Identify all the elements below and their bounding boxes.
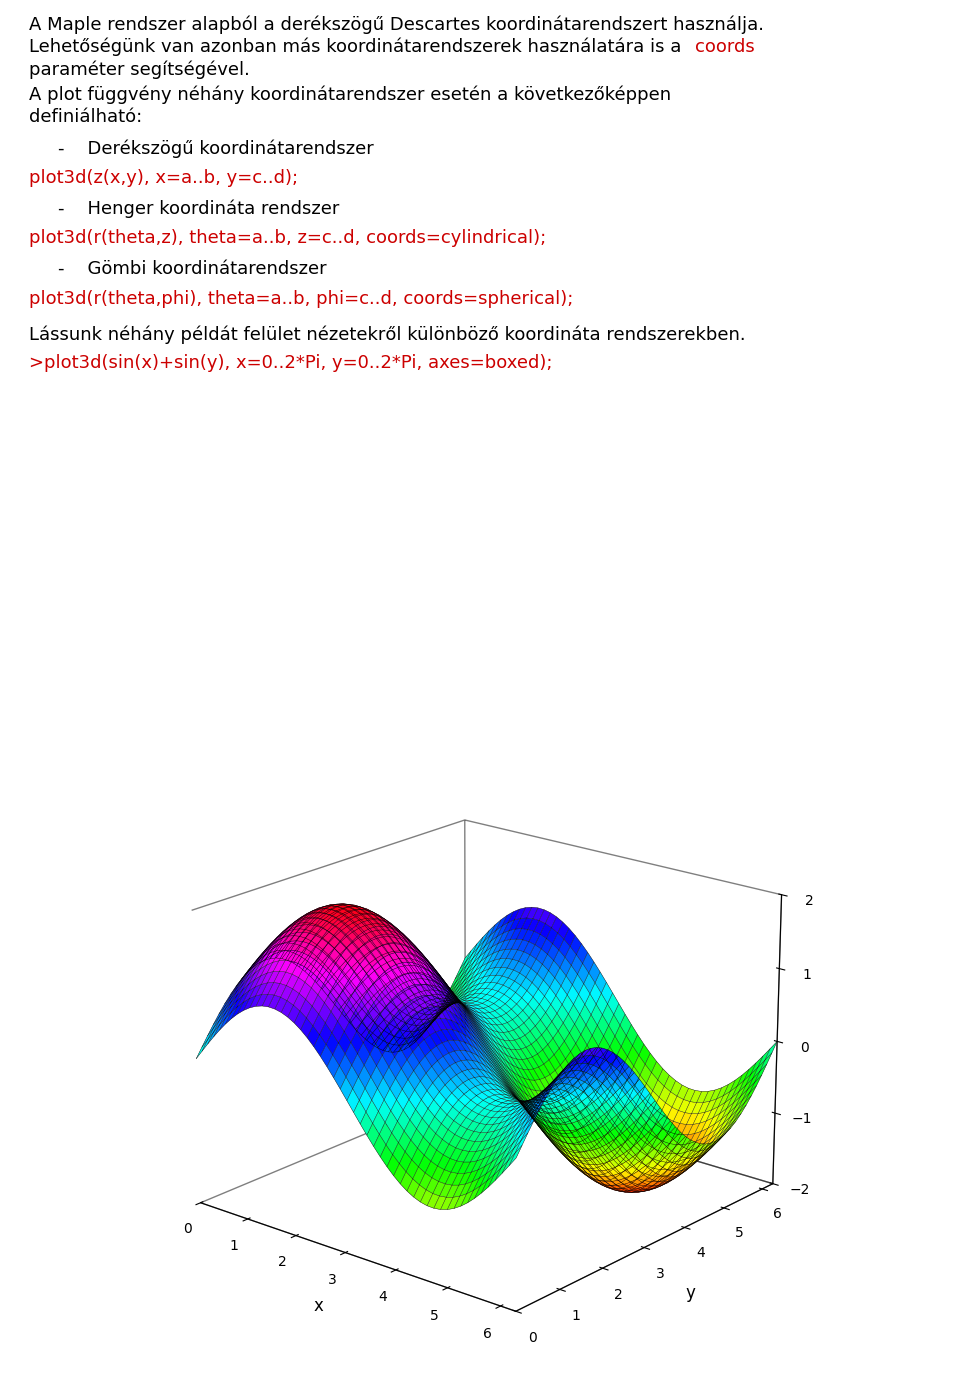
Text: plot3d(r(theta,z), theta=a..b, z=c..d, coords=cylindrical);: plot3d(r(theta,z), theta=a..b, z=c..d, c… [29,230,546,248]
Text: paraméter segítségével.: paraméter segítségével. [29,60,250,78]
Text: coords: coords [695,38,755,56]
Text: plot3d(r(theta,phi), theta=a..b, phi=c..d, coords=spherical);: plot3d(r(theta,phi), theta=a..b, phi=c..… [29,290,573,308]
X-axis label: x: x [313,1297,324,1315]
Text: A Maple rendszer alapból a derékszögű Descartes koordinátarendszert használja.: A Maple rendszer alapból a derékszögű De… [29,15,764,33]
Text: -    Henger koordináta rendszer: - Henger koordináta rendszer [58,199,339,217]
Y-axis label: y: y [684,1284,695,1302]
Text: A plot függvény néhány koordinátarendszer esetén a következőképpen: A plot függvény néhány koordinátarendsze… [29,86,671,104]
Text: plot3d(z(x,y), x=a..b, y=c..d);: plot3d(z(x,y), x=a..b, y=c..d); [29,169,298,187]
Text: -    Derékszögű koordinátarendszer: - Derékszögű koordinátarendszer [58,139,373,157]
Text: Lássunk néhány példát felület nézetekről különböző koordináta rendszerekben.: Lássunk néhány példát felület nézetekről… [29,326,745,344]
Text: definiálható:: definiálható: [29,109,142,127]
Text: >plot3d(sin(x)+sin(y), x=0..2*Pi, y=0..2*Pi, axes=boxed);: >plot3d(sin(x)+sin(y), x=0..2*Pi, y=0..2… [29,354,552,372]
Text: Lehetőségünk van azonban más koordinátarendszerek használatára is a: Lehetőségünk van azonban más koordinátar… [29,38,687,56]
Text: -    Gömbi koordinátarendszer: - Gömbi koordinátarendszer [58,259,326,277]
